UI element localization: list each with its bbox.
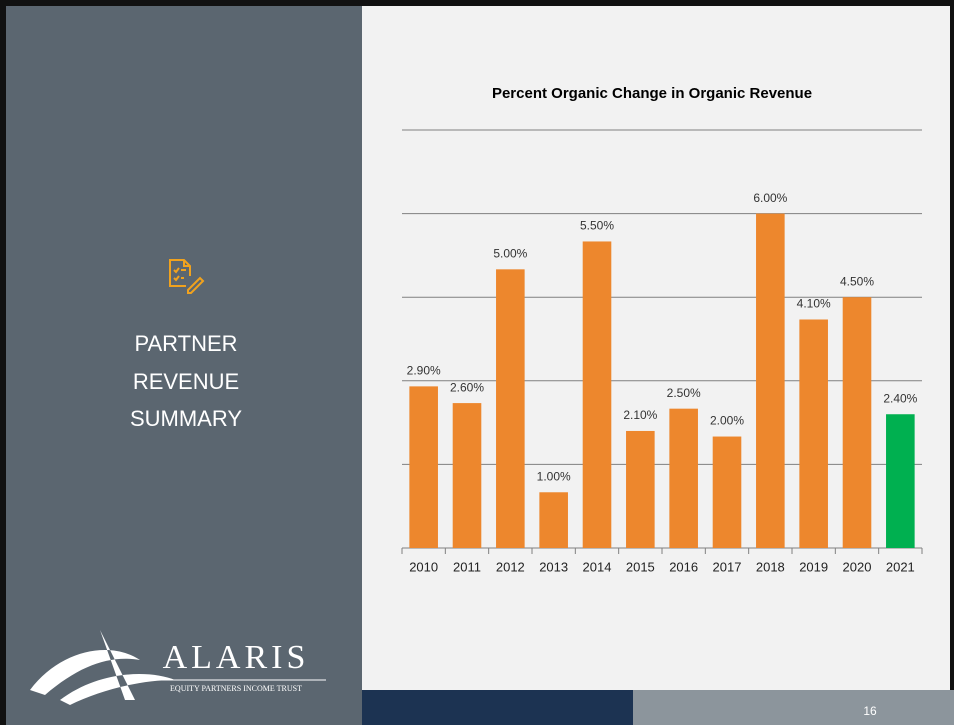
data-label: 2.90% (407, 364, 441, 378)
data-label: 4.50% (840, 274, 874, 288)
data-label: 5.50% (580, 219, 614, 233)
chart-title: Percent Organic Change in Organic Revenu… (492, 85, 812, 102)
bar (626, 430, 655, 548)
x-tick-label: 2010 (409, 559, 438, 574)
x-tick-label: 2014 (583, 559, 612, 574)
bar (799, 319, 828, 548)
x-tick-label: 2013 (539, 559, 568, 574)
slide-title: REVENUE (133, 369, 239, 394)
slide-title: SUMMARY (130, 406, 242, 431)
logo-tagline: EQUITY PARTNERS INCOME TRUST (170, 684, 302, 693)
icon (169, 259, 205, 294)
bar (539, 492, 568, 548)
data-label: 2.60% (450, 380, 484, 394)
bar (842, 297, 872, 548)
bar (452, 403, 482, 548)
bar (409, 386, 438, 548)
data-label: 2.10% (623, 408, 657, 422)
page-number: 16 (863, 704, 877, 718)
bar (496, 269, 525, 548)
footer-bar (633, 690, 954, 725)
bar (886, 414, 915, 548)
x-tick-label: 2018 (756, 559, 785, 574)
x-tick-label: 2015 (626, 559, 655, 574)
bar (756, 213, 785, 548)
data-label: 1.00% (537, 469, 571, 483)
x-tick-label: 2012 (496, 559, 525, 574)
data-label: 6.00% (753, 191, 787, 205)
data-label: 5.00% (493, 247, 527, 261)
data-label: 2.50% (667, 386, 701, 400)
x-tick-label: 2020 (843, 559, 872, 574)
x-tick-label: 2011 (453, 559, 481, 574)
side-panel (6, 6, 362, 725)
x-tick-label: 2019 (799, 559, 828, 574)
footer-bar (362, 690, 633, 725)
data-label: 2.00% (710, 414, 744, 428)
data-label: 2.40% (883, 391, 917, 405)
bar (582, 241, 612, 548)
logo-name: ALARIS (163, 639, 310, 676)
x-tick-label: 2017 (713, 559, 742, 574)
bar (712, 436, 742, 548)
x-tick-label: 2021 (886, 559, 915, 574)
data-label: 4.10% (797, 297, 831, 311)
x-tick-label: 2016 (669, 559, 698, 574)
slide-title: PARTNER (134, 331, 237, 356)
bar (669, 408, 698, 548)
logo-mark (30, 630, 175, 705)
